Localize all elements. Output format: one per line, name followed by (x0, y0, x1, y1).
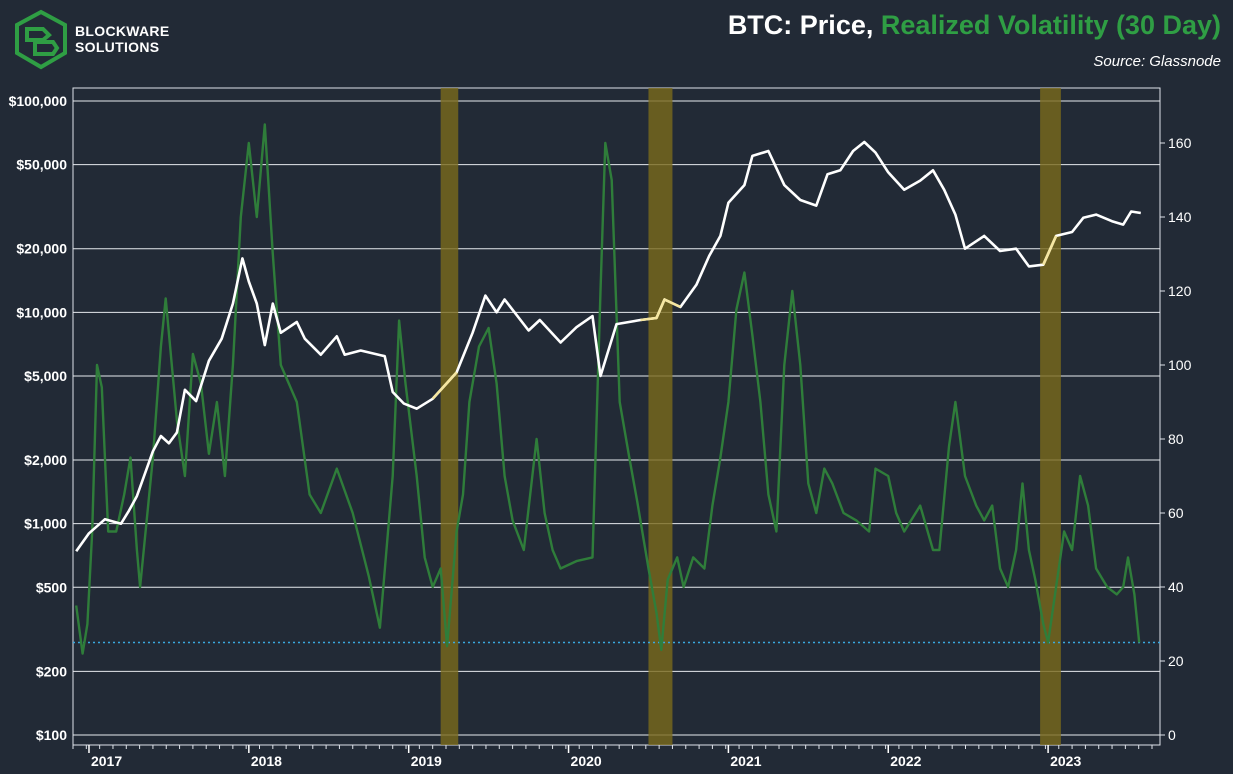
x-tick-label: 2019 (411, 753, 442, 769)
x-tick-label: 2021 (730, 753, 761, 769)
blockware-logo-icon (15, 9, 67, 70)
x-tick-label: 2017 (91, 753, 122, 769)
brand-line2: SOLUTIONS (75, 39, 160, 55)
brand-logo: BLOCKWARE SOLUTIONS (13, 9, 169, 71)
brand-line1: BLOCKWARE (75, 23, 170, 39)
y-left-tick-label: $100,000 (9, 93, 68, 109)
y-right-tick-label: 140 (1168, 209, 1192, 225)
low-volatility-highlight-band (1040, 88, 1061, 745)
x-tick-label: 2020 (571, 753, 602, 769)
y-right-tick-label: 60 (1168, 505, 1184, 521)
y-left-tick-label: $10,000 (16, 304, 67, 320)
chart-title: BTC: Price, Realized Volatility (30 Day) (728, 10, 1221, 41)
y-right-tick-label: 20 (1168, 653, 1184, 669)
chart-source: Source: Glassnode (1093, 53, 1221, 70)
y-left-tick-label: $500 (36, 579, 67, 595)
y-left-tick-label: $5,000 (24, 368, 67, 384)
y-right-tick-label: 40 (1168, 579, 1184, 595)
x-tick-label: 2018 (251, 753, 282, 769)
plot-frame (72, 87, 1161, 746)
y-left-tick-label: $200 (36, 663, 67, 679)
price-series-highlighted-segment (640, 298, 681, 322)
x-tick-label: 2022 (890, 753, 921, 769)
y-right-tick-label: 0 (1168, 727, 1176, 743)
price-series-highlighted-segment (431, 371, 458, 400)
y-left-tick-label: $50,000 (16, 157, 67, 173)
price-series-highlighted-segment (1042, 235, 1058, 266)
y-left-tick-label: $2,000 (24, 452, 67, 468)
low-volatility-highlight-band (440, 88, 459, 745)
y-left-tick-label: $20,000 (16, 241, 67, 257)
y-right-tick-label: 80 (1168, 431, 1184, 447)
x-tick-label: 2023 (1050, 753, 1081, 769)
y-left-tick-label: $100 (36, 727, 67, 743)
chart-title-price: BTC: Price, (727, 10, 874, 40)
price-series-line (75, 140, 1142, 553)
y-left-tick-label: $1,000 (24, 516, 67, 532)
chart-title-volatility: Realized Volatility (30 Day) (880, 10, 1221, 40)
y-right-tick-label: 100 (1168, 357, 1192, 373)
y-right-tick-label: 120 (1168, 283, 1192, 299)
volatility-series-line (75, 123, 1141, 655)
y-right-tick-label: 160 (1168, 135, 1192, 151)
